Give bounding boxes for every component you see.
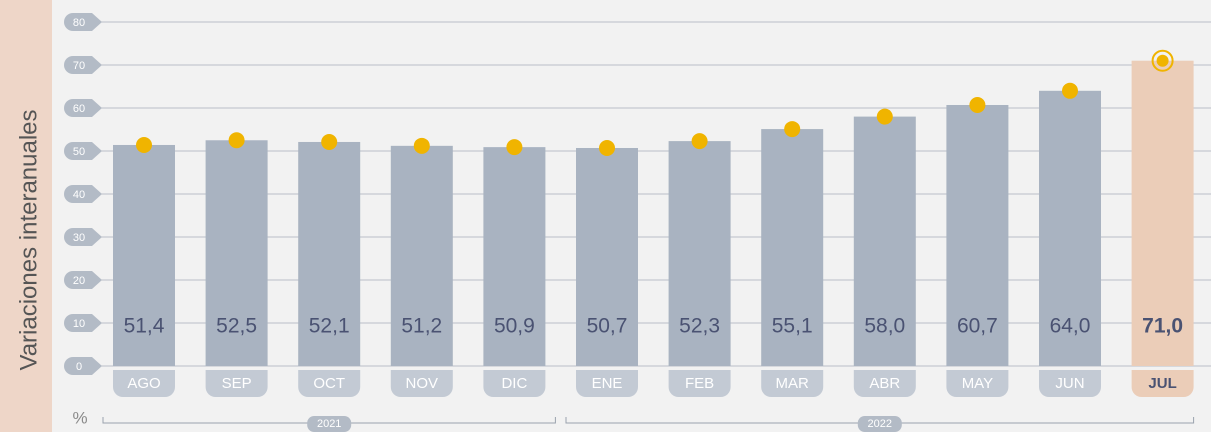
group-badge [857,416,902,432]
dot [136,136,152,153]
value-label: 50,7 [587,315,628,338]
value-label: 64,0 [1050,315,1091,338]
value-label: 52,3 [679,315,720,338]
bar [390,145,453,366]
value-label: 58,0 [864,315,905,338]
value-label: 51,2 [401,315,442,338]
group-label: 2022 [868,418,892,430]
x-tick-label: MAR [776,375,810,392]
bar [1131,60,1194,366]
bar [113,144,175,366]
x-tick-label: SEP [222,375,252,392]
y-tick-label: 10 [73,318,85,330]
y-tick-badge [64,142,102,160]
bar [1039,90,1101,367]
y-tick-badge [64,228,102,246]
group-label: 2021 [317,418,341,430]
dot [228,132,245,149]
x-tick-label: FEB [685,375,714,392]
y-tick-label: 40 [73,189,85,201]
y-tick-label: 0 [76,361,82,373]
value-label: 55,1 [772,315,813,338]
value-label: 60,7 [957,315,998,338]
y-tick-label: 60 [73,103,85,115]
x-tick-label: JUN [1055,375,1084,392]
bar [761,129,824,366]
dot-ring [1151,49,1174,72]
y-tick-badge [64,357,102,375]
bar [668,141,731,366]
y-tick-label: 20 [73,275,85,287]
x-tick-badge [113,370,175,397]
dot [506,139,523,156]
x-tick-badge [668,370,731,397]
dot [321,133,338,150]
y-tick-label: 80 [73,17,85,29]
value-label: 52,5 [216,315,257,338]
x-tick-label: ABR [869,375,900,392]
x-tick-badge [390,370,453,397]
y-tick-badge [64,13,102,31]
dot [784,121,801,138]
value-label: 51,4 [124,315,165,338]
dot [876,108,893,125]
bar [946,104,1009,367]
x-tick-badge [1131,370,1194,397]
dot [599,139,615,156]
y-tick-label: 50 [73,146,85,158]
x-tick-badge [853,370,916,397]
x-tick-label: ENE [592,375,623,392]
dot [691,133,708,150]
dot [1062,82,1078,99]
x-tick-badge [761,370,824,397]
x-tick-label: AGO [127,375,160,392]
x-tick-badge [298,370,361,397]
y-tick-badge [64,99,102,117]
y-tick-badge [64,271,102,289]
bar [205,140,268,366]
dot [969,96,986,113]
bar [576,147,638,366]
group-badge [307,416,352,432]
x-tick-badge [1039,370,1101,397]
dot [1156,54,1169,67]
bar [483,147,546,366]
y-tick-badge [64,185,102,203]
x-tick-label: JUL [1148,375,1176,392]
bar [853,116,916,366]
y-tick-badge [64,314,102,332]
dot [413,137,430,154]
x-tick-label: DIC [501,375,527,392]
value-label: 50,9 [494,315,535,338]
y-axis-label: Variaciones interanuales [15,109,42,370]
x-tick-badge [946,370,1009,397]
x-tick-badge [205,370,268,397]
x-tick-label: OCT [313,375,345,392]
x-tick-badge [576,370,638,397]
y-tick-label: 30 [73,232,85,244]
y-tick-label: 70 [73,60,85,72]
x-tick-label: MAY [962,375,993,392]
axis-strip [0,0,52,432]
y-tick-badge [64,56,102,74]
unit-label: % [72,408,87,427]
x-tick-label: NOV [406,375,439,392]
x-tick-badge [483,370,546,397]
bar [298,141,361,366]
value-label: 52,1 [309,315,350,338]
value-label: 71,0 [1142,315,1183,338]
